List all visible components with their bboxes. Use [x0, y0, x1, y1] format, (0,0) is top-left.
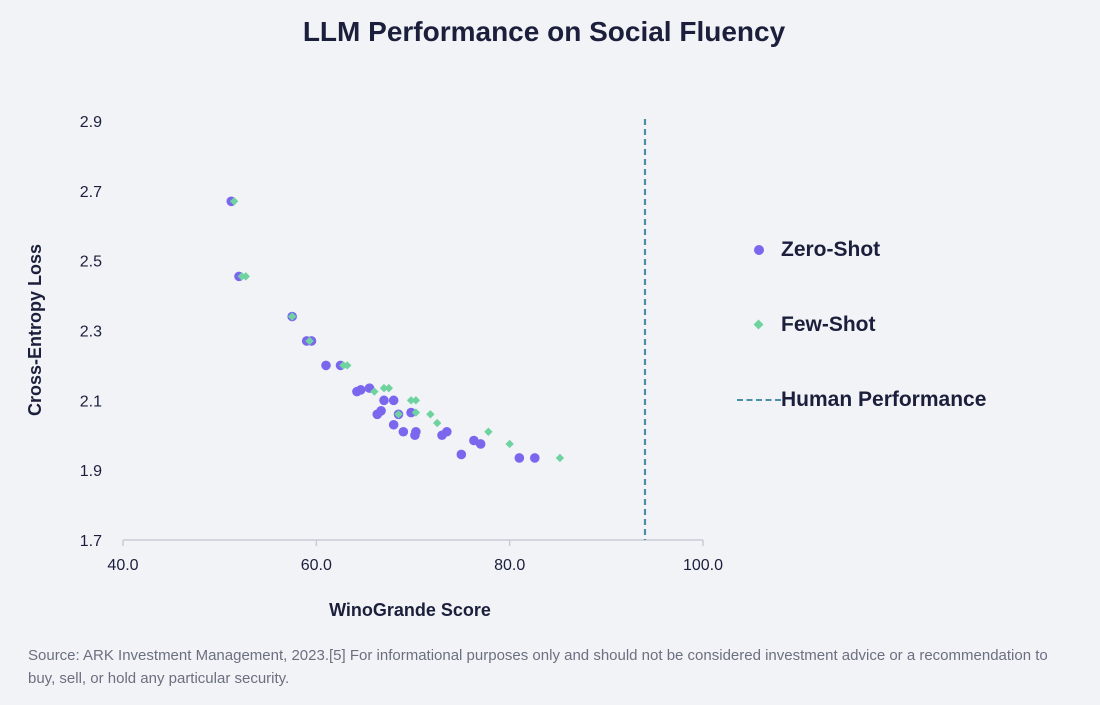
y-tick-label: 1.7 [80, 533, 102, 550]
few-shot-point [484, 427, 493, 436]
few-shot-point [411, 396, 421, 405]
chart-axes: 40.0 60.0 80.0 100.0 1.7 1.9 2.1 2.3 2.5 2.7 2.9 [80, 114, 723, 574]
y-tick-label: 2.9 [80, 114, 102, 131]
few-shot-point [384, 383, 394, 393]
zero-shot-point [475, 439, 486, 449]
dashed-line-icon [737, 390, 781, 410]
x-tick-label: 60.0 [301, 557, 332, 574]
few-shot-point [287, 312, 297, 321]
legend-label: Zero-Shot [781, 238, 881, 261]
few-shot-point [406, 396, 416, 405]
few-shot-point [555, 453, 565, 463]
x-axis-title: WinoGrande Score [329, 600, 491, 620]
y-tick-label: 1.9 [80, 463, 102, 480]
legend-label: Few-Shot [781, 313, 876, 336]
few-shot-point [305, 336, 314, 346]
zero-shot-point [388, 395, 399, 406]
source-note: Source: ARK Investment Management, 2023.… [28, 647, 1048, 687]
y-tick-label: 2.3 [80, 324, 102, 341]
x-tick-label: 100.0 [683, 557, 723, 574]
few-shot-point [426, 410, 435, 419]
zero-shot-point [442, 426, 452, 437]
zero-shot-point [411, 426, 421, 437]
legend-label: Human Performance [781, 388, 987, 411]
few-shot-point [432, 418, 442, 428]
zero-shot-marker-icon [737, 240, 781, 260]
x-tick-label: 80.0 [494, 557, 525, 574]
few-shot-point [379, 383, 389, 393]
x-tick-label: 40.0 [107, 557, 138, 574]
legend-item-human-performance: Human Performance [737, 385, 986, 415]
data-points-layer [226, 196, 565, 463]
few-shot-marker-icon [737, 315, 781, 335]
zero-shot-point [406, 407, 416, 418]
series-zero-shot [226, 196, 540, 463]
few-shot-point [229, 197, 239, 206]
few-shot-point [505, 439, 514, 449]
zero-shot-point [376, 406, 386, 416]
few-shot-point [370, 387, 379, 396]
series-few-shot [229, 197, 565, 463]
y-tick-label: 2.1 [80, 393, 102, 410]
few-shot-point [394, 410, 403, 419]
few-shot-point [411, 408, 421, 417]
legend-item-zero-shot: Zero-Shot [737, 235, 880, 265]
few-shot-point [241, 272, 250, 281]
few-shot-point [343, 361, 352, 370]
chart-title: LLM Performance on Social Fluency [302, 16, 786, 47]
y-axis-title: Cross-Entropy Loss [25, 244, 45, 416]
legend-item-few-shot: Few-Shot [737, 310, 876, 340]
zero-shot-point [321, 360, 331, 371]
y-tick-label: 2.5 [80, 254, 102, 271]
zero-shot-point [456, 449, 467, 460]
y-tick-label: 2.7 [80, 184, 102, 201]
zero-shot-point [398, 426, 409, 437]
zero-shot-point [514, 453, 525, 463]
zero-shot-point [379, 395, 389, 406]
zero-shot-point [388, 419, 399, 430]
zero-shot-point [530, 453, 540, 463]
scatter-chart: 40.0 60.0 80.0 100.0 1.7 1.9 2.1 2.3 2.5 2.7 2.9 W… [25, 114, 723, 620]
zero-shot-point [356, 385, 366, 395]
